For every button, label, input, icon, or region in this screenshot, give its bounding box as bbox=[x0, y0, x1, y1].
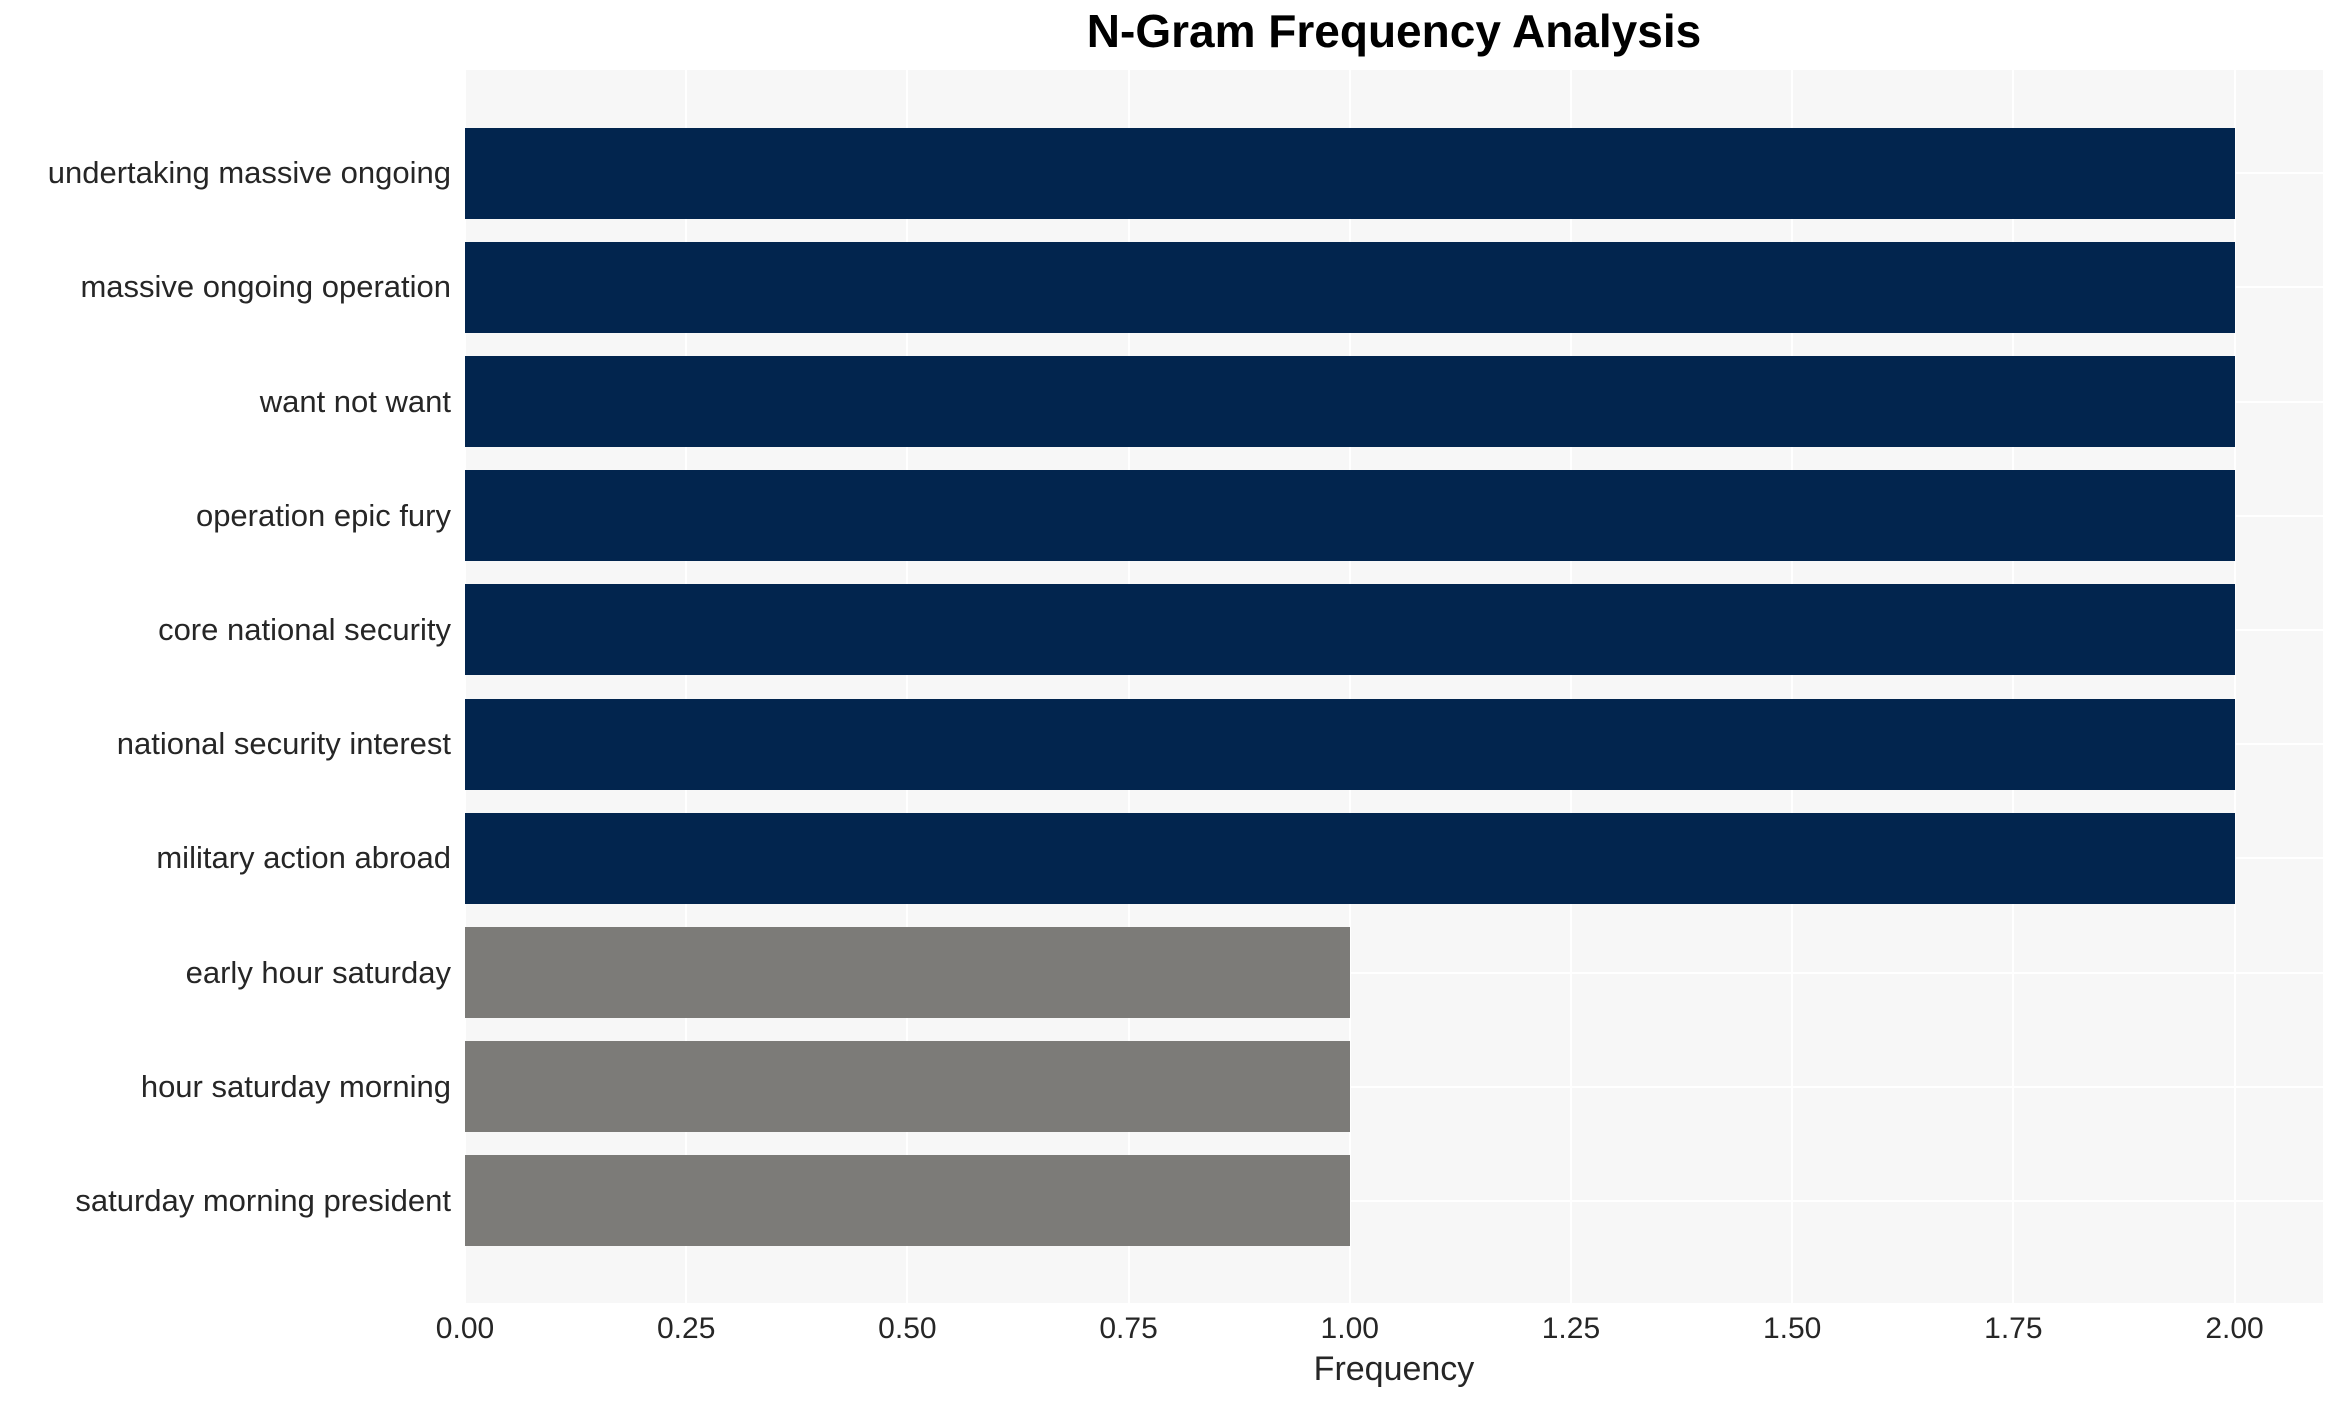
x-axis: 0.00 0.25 0.50 0.75 1.00 1.25 1.50 1.75 … bbox=[436, 1312, 2323, 1350]
bar-row: early hour saturday bbox=[0, 915, 2343, 1029]
x-axis-tick: 1.25 bbox=[1541, 1312, 1601, 1345]
gridline-horizontal bbox=[465, 1085, 2323, 1088]
bar-row: national security interest bbox=[0, 687, 2343, 801]
gridline-vertical bbox=[465, 70, 466, 1303]
bar-row: operation epic fury bbox=[0, 459, 2343, 573]
bar-row: massive ongoing operation bbox=[0, 230, 2343, 344]
x-axis-title: Frequency bbox=[1313, 1350, 1475, 1388]
y-axis-label: undertaking massive ongoing bbox=[47, 155, 451, 191]
bar bbox=[465, 927, 1350, 1019]
bar-row: want not want bbox=[0, 344, 2343, 458]
y-axis-label: national security interest bbox=[116, 726, 451, 762]
bar-track bbox=[465, 915, 2323, 1029]
bar bbox=[465, 470, 2235, 562]
x-axis-tick: 1.75 bbox=[1984, 1312, 2043, 1345]
bar-row: military action abroad bbox=[0, 801, 2343, 915]
y-axis-label: early hour saturday bbox=[185, 954, 451, 990]
x-axis-tick: 0.00 bbox=[435, 1312, 495, 1345]
y-axis-label: hour saturday morning bbox=[140, 1068, 451, 1104]
y-axis-label: saturday morning president bbox=[75, 1182, 451, 1218]
gridline-vertical bbox=[2233, 70, 2236, 1303]
gridline-vertical bbox=[906, 70, 909, 1303]
bar-track bbox=[465, 459, 2323, 573]
bar bbox=[465, 1041, 1350, 1133]
bar-track bbox=[465, 1030, 2323, 1144]
x-axis-tick: 0.50 bbox=[878, 1312, 937, 1345]
bar-track bbox=[465, 687, 2323, 801]
bar bbox=[465, 698, 2235, 790]
y-axis-label: want not want bbox=[259, 383, 451, 419]
gridline-vertical bbox=[1127, 70, 1130, 1303]
chart-body: undertaking massive ongoing massive ongo… bbox=[0, 70, 2343, 1303]
bar bbox=[465, 241, 2235, 333]
x-axis-tick: 1.50 bbox=[1762, 1312, 1822, 1345]
x-axis-tick: 0.75 bbox=[1099, 1312, 1158, 1345]
bar-row: undertaking massive ongoing bbox=[0, 116, 2343, 230]
gridline-vertical bbox=[1791, 70, 1794, 1303]
x-axis-tick: 1.00 bbox=[1320, 1312, 1379, 1345]
gridline-horizontal bbox=[465, 971, 2323, 974]
gridline-vertical bbox=[2012, 70, 2015, 1303]
gridline-vertical bbox=[1348, 70, 1351, 1303]
bar bbox=[465, 356, 2235, 447]
bar bbox=[465, 127, 2235, 219]
chart-title: N-Gram Frequency Analysis bbox=[1086, 5, 1702, 57]
y-axis-label: massive ongoing operation bbox=[80, 269, 451, 305]
bar-track bbox=[465, 344, 2323, 458]
x-axis-tick: 0.25 bbox=[656, 1312, 716, 1345]
bar-row: core national security bbox=[0, 573, 2343, 687]
bar bbox=[465, 584, 2235, 676]
y-axis-label: core national security bbox=[158, 611, 451, 647]
x-axis-tick: 2.00 bbox=[2205, 1312, 2264, 1345]
bar-track bbox=[465, 1144, 2323, 1258]
bar bbox=[465, 812, 2235, 904]
bar-track bbox=[465, 801, 2323, 915]
bar-track bbox=[465, 116, 2323, 230]
bar bbox=[465, 1155, 1350, 1247]
y-axis-label: operation epic fury bbox=[195, 497, 451, 533]
bar-row: hour saturday morning bbox=[0, 1030, 2343, 1144]
bar-row: saturday morning president bbox=[0, 1144, 2343, 1258]
gridline-vertical bbox=[1569, 70, 1572, 1303]
bar-track bbox=[465, 573, 2323, 687]
y-axis-label: military action abroad bbox=[156, 840, 451, 876]
gridline-horizontal bbox=[465, 1199, 2323, 1202]
bar-track bbox=[465, 230, 2323, 344]
gridline-vertical bbox=[685, 70, 688, 1303]
